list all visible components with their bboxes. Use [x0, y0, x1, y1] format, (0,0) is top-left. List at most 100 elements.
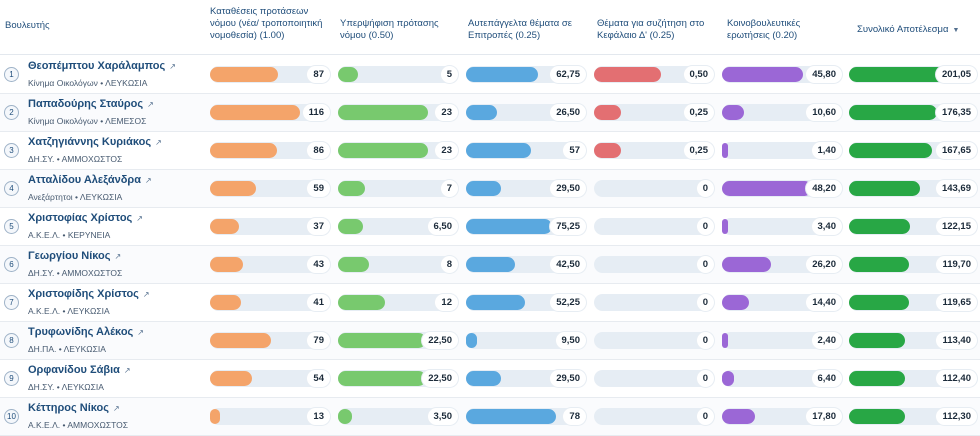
cosign-metric: 23: [338, 142, 458, 159]
external-link-icon[interactable]: ↗: [145, 176, 152, 185]
mp-name-link[interactable]: Τρυφωνίδης Αλέκος ↗: [28, 326, 144, 338]
rank-badge: 1: [4, 67, 19, 82]
rank-badge: 5: [4, 219, 19, 234]
questions-metric: 1,40: [722, 142, 842, 159]
mp-name-link[interactable]: Παπαδούρης Σταύρος ↗: [28, 98, 154, 110]
total-metric: 167,65: [849, 142, 977, 159]
chapter-bar-track: [594, 256, 714, 273]
mp-name-link[interactable]: Ορφανίδου Σάβια ↗: [28, 364, 131, 376]
committee-value: 78: [563, 408, 586, 425]
bills-bar-track: [210, 218, 330, 235]
mp-name-link[interactable]: Χατζηγιάννης Κυριάκος ↗: [28, 136, 162, 148]
committee-metric: 29,50: [466, 370, 586, 387]
sort-desc-icon[interactable]: ▼: [952, 27, 960, 34]
mp-name: Θεοπέμπτου Χαράλαμπος: [28, 60, 166, 72]
external-link-icon[interactable]: ↗: [114, 252, 122, 261]
cosign-bar-fill: [338, 143, 428, 158]
questions-bar-fill: [722, 257, 771, 272]
rank-badge: 4: [4, 181, 19, 196]
external-link-icon[interactable]: ↗: [112, 404, 120, 413]
table-row[interactable]: 7 Χριστοφίδης Χρίστος ↗ Α.Κ.Ε.Λ. • ΛΕΥΚΩΣΙΑ…: [0, 284, 980, 322]
header-cosign[interactable]: Υπερψήφιση πρότασης νόμου (0.50): [340, 18, 439, 41]
mp-name-link[interactable]: Ατταλίδου Αλεξάνδρα ↗: [28, 174, 152, 186]
table-row[interactable]: 10 Κέττηρος Νίκος ↗ Α.Κ.Ε.Λ. • ΑΜΜΟΧΩΣΤΟΣ 1…: [0, 398, 980, 436]
mp-name-link[interactable]: Κέττηρος Νίκος ↗: [28, 402, 120, 414]
mp-name: Χατζηγιάννης Κυριάκος: [28, 136, 152, 148]
committee-bar-fill: [466, 257, 515, 272]
bills-value: 41: [307, 294, 330, 311]
total-bar-fill: [849, 105, 937, 120]
rank-badge: 2: [4, 105, 19, 120]
mp-name: Παπαδούρης Σταύρος: [28, 98, 144, 110]
header-total[interactable]: Συνολικό Αποτέλεσμα ▼: [857, 24, 977, 37]
mp-name-link[interactable]: Γεωργίου Νίκος ↗: [28, 250, 121, 262]
bills-bar-fill: [210, 219, 239, 234]
bills-value: 59: [307, 180, 330, 197]
mp-name-link[interactable]: Θεοπέμπτου Χαράλαμπος ↗: [28, 60, 176, 72]
header-mp[interactable]: Βουλευτής: [5, 20, 50, 31]
external-link-icon[interactable]: ↗: [147, 100, 154, 109]
chapter-metric: 0: [594, 294, 714, 311]
committee-metric: 78: [466, 408, 586, 425]
chapter-value: 0: [696, 370, 714, 387]
chapter-value: 0: [696, 332, 714, 349]
questions-bar-fill: [722, 219, 728, 234]
mp-party-district: Α.Κ.Ε.Λ. • ΑΜΜΟΧΩΣΤΟΣ: [28, 420, 128, 430]
questions-value: 14,40: [806, 294, 842, 311]
total-value: 112,40: [936, 370, 977, 387]
bills-value: 87: [307, 66, 330, 83]
table-row[interactable]: 3 Χατζηγιάννης Κυριάκος ↗ ΔΗ.ΣΥ. • ΑΜΜΟΧΩΣΤ…: [0, 132, 980, 170]
table-row[interactable]: 4 Ατταλίδου Αλεξάνδρα ↗ Ανεξάρτητοι • ΛΕΥΚΩ…: [0, 170, 980, 208]
total-metric: 122,15: [849, 218, 977, 235]
table-header: Βουλευτής Καταθέσεις προτάσεων νόμου (νέ…: [0, 0, 980, 55]
external-link-icon[interactable]: ↗: [155, 138, 162, 147]
mp-party-district: Κίνημα Οικολόγων • ΛΕΜΕΣΟΣ: [28, 116, 147, 126]
chapter-value: 0: [696, 256, 714, 273]
committee-metric: 62,75: [466, 66, 586, 83]
header-questions[interactable]: Κοινοβουλευτικές ερωτήσεις (0.20): [727, 18, 801, 41]
external-link-icon[interactable]: ↗: [169, 62, 176, 71]
committee-metric: 52,25: [466, 294, 586, 311]
mp-name: Κέττηρος Νίκος: [28, 402, 109, 414]
header-committee[interactable]: Αυτεπάγγελτα θέματα σε Επιτροπές (0.25): [468, 18, 572, 41]
cosign-metric: 12: [338, 294, 458, 311]
mp-name: Χριστοφίας Χρίστος: [28, 212, 133, 224]
questions-bar-fill: [722, 67, 803, 82]
mp-name-link[interactable]: Χριστοφίας Χρίστος ↗: [28, 212, 143, 224]
table-row[interactable]: 9 Ορφανίδου Σάβια ↗ ΔΗ.ΣΥ. • ΛΕΥΚΩΣΙΑ 54 22…: [0, 360, 980, 398]
committee-bar-fill: [466, 105, 497, 120]
external-link-icon[interactable]: ↗: [123, 366, 131, 375]
questions-metric: 6,40: [722, 370, 842, 387]
chapter-value: 0,25: [683, 142, 714, 159]
chapter-metric: 0: [594, 180, 714, 197]
cosign-bar-fill: [338, 181, 365, 196]
questions-value: 6,40: [811, 370, 842, 387]
bills-value: 13: [307, 408, 330, 425]
header-chapter[interactable]: Θέματα για συζήτηση στο Κεφάλαιο Δ' (0.2…: [597, 18, 705, 41]
total-value: 201,05: [935, 66, 977, 83]
questions-metric: 3,40: [722, 218, 842, 235]
external-link-icon[interactable]: ↗: [137, 328, 144, 337]
table-row[interactable]: 5 Χριστοφίας Χρίστος ↗ Α.Κ.Ε.Λ. • ΚΕΡΥΝΕΙΑ …: [0, 208, 980, 246]
table-row[interactable]: 6 Γεωργίου Νίκος ↗ ΔΗ.ΣΥ. • ΑΜΜΟΧΩΣΤΟΣ 43 8…: [0, 246, 980, 284]
committee-metric: 57: [466, 142, 586, 159]
table-row[interactable]: 2 Παπαδούρης Σταύρος ↗ Κίνημα Οικολόγων • Λ…: [0, 94, 980, 132]
header-total-label: Συνολικό Αποτέλεσμα: [857, 24, 949, 35]
bills-metric: 116: [210, 104, 330, 121]
mp-name-link[interactable]: Χριστοφίδης Χρίστος ↗: [28, 288, 150, 300]
external-link-icon[interactable]: ↗: [136, 214, 143, 223]
external-link-icon[interactable]: ↗: [142, 290, 150, 299]
mp-party-district: ΔΗ.ΣΥ. • ΛΕΥΚΩΣΙΑ: [28, 382, 104, 392]
cosign-value: 23: [435, 142, 458, 159]
bills-bar-fill: [210, 143, 277, 158]
bills-bar-fill: [210, 371, 252, 386]
cosign-metric: 22,50: [338, 370, 458, 387]
mp-name: Χριστοφίδης Χρίστος: [28, 288, 139, 300]
bills-metric: 86: [210, 142, 330, 159]
questions-metric: 17,80: [722, 408, 842, 425]
bills-bar-fill: [210, 105, 300, 120]
table-row[interactable]: 1 Θεοπέμπτου Χαράλαμπος ↗ Κίνημα Οικολόγων …: [0, 56, 980, 94]
table-row[interactable]: 8 Τρυφωνίδης Αλέκος ↗ ΔΗ.ΠΑ. • ΛΕΥΚΩΣΙΑ 79 …: [0, 322, 980, 360]
header-bills[interactable]: Καταθέσεις προτάσεων νόμου (νέα/ τροποπο…: [210, 6, 323, 41]
bills-bar-fill: [210, 181, 256, 196]
